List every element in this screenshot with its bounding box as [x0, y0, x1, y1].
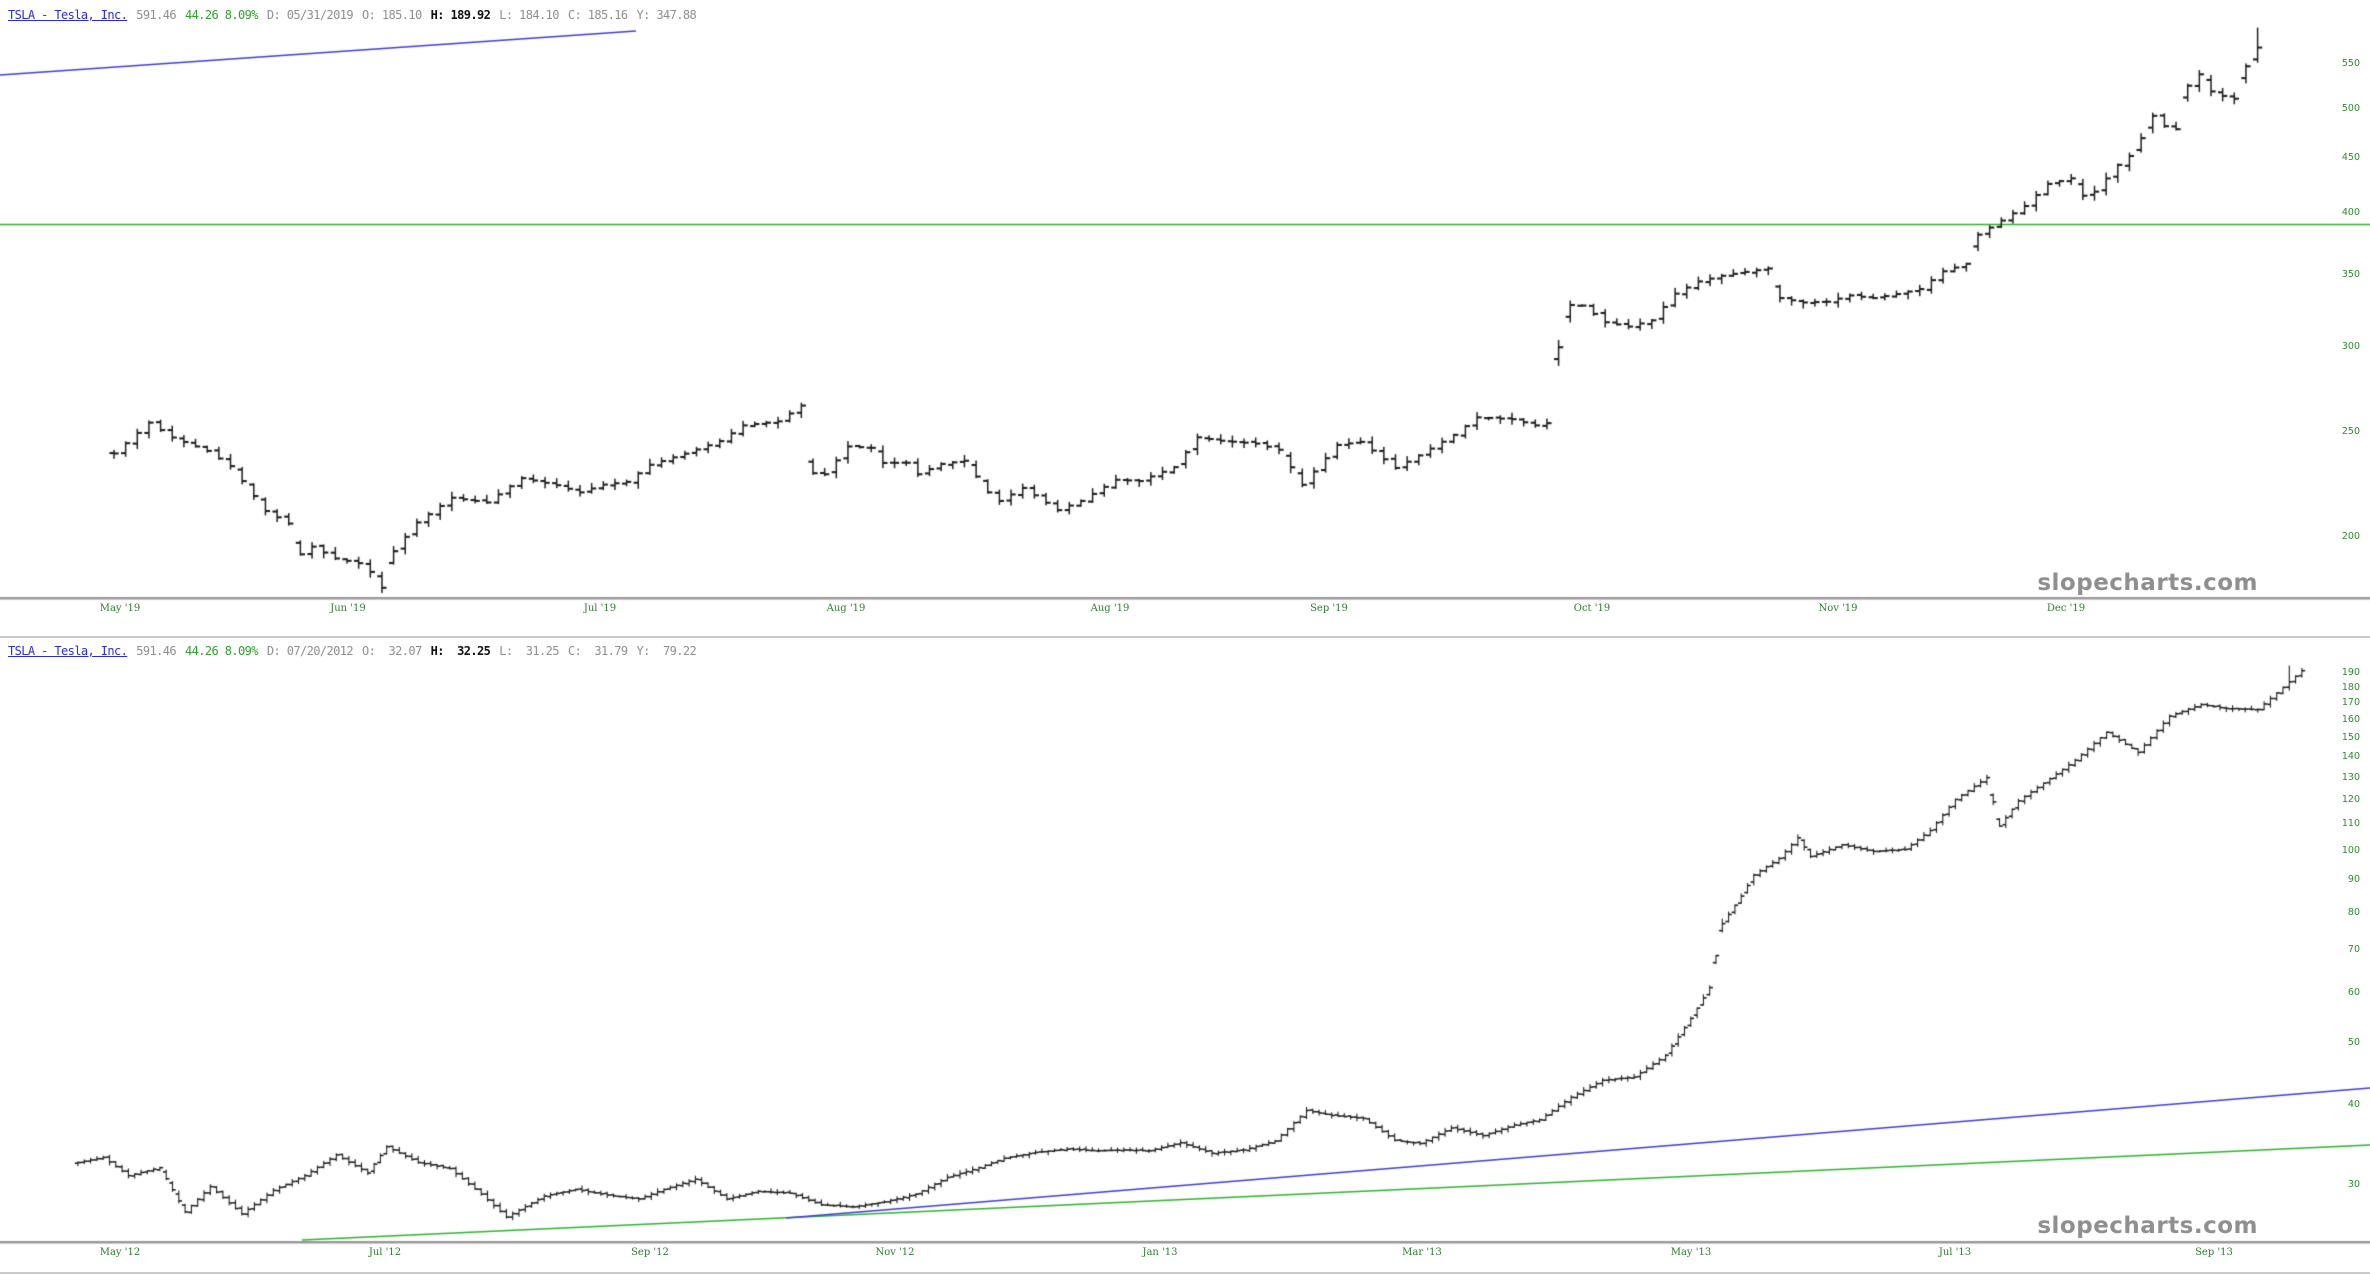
y-axis-tick-label: 200: [2341, 530, 2360, 542]
x-axis-month-label: Aug '19: [826, 603, 866, 614]
y-axis-tick-label: 80: [2347, 906, 2360, 918]
x-axis-month-label: Sep '13: [2195, 1247, 2233, 1258]
watermark-bottom: slopecharts.com: [2037, 1213, 2258, 1239]
header-segment-symbol[interactable]: TSLA - Tesla, Inc.: [8, 8, 128, 22]
y-axis-tick-label: 90: [2347, 874, 2360, 886]
x-axis-month-label: Sep '19: [1310, 603, 1348, 614]
y-axis-tick-label: 40: [2347, 1099, 2360, 1111]
x-axis-month-label: Jul '12: [368, 1247, 402, 1258]
y-axis-tick-label: 130: [2341, 771, 2360, 783]
x-axis-month-label: Jan '13: [1142, 1247, 1178, 1258]
x-axis-month-label: Jun '19: [330, 603, 366, 614]
x-axis-month-label: Jul '19: [583, 603, 617, 614]
y-axis-tick-label: 400: [2341, 207, 2360, 219]
header-segment-bold: H: 32.25: [430, 644, 491, 658]
y-axis-tick-label: 350: [2341, 269, 2360, 281]
header-segment-gray: 591.46: [136, 644, 176, 658]
header-segment-gray: Y: 347.88: [636, 8, 697, 22]
header-segment-gray: C: 185.16: [567, 8, 628, 22]
header-segment-green: 44.26 8.09%: [185, 8, 258, 22]
y-axis-tick-label: 100: [2341, 844, 2360, 856]
y-axis-tick-label: 250: [2341, 426, 2360, 438]
x-axis-month-label: May '12: [99, 1247, 141, 1258]
x-axis-month-label: Oct '19: [1573, 603, 1611, 614]
x-axis-month-label: Aug '19: [1090, 603, 1130, 614]
y-axis-tick-label: 300: [2341, 341, 2360, 353]
header-segment-gray: Y: 79.22: [636, 644, 697, 658]
bottom-border: [0, 1272, 2370, 1274]
header-segment-gray: C: 31.79: [567, 644, 628, 658]
y-axis-tick-label: 140: [2341, 751, 2360, 763]
y-axis-tick-label: 450: [2341, 152, 2360, 164]
y-axis-tick-label: 550: [2341, 58, 2360, 70]
header-segment-gray: D: 05/31/2019: [266, 8, 354, 22]
watermark-top: slopecharts.com: [2037, 570, 2258, 596]
header-segment-bold: H: 189.92: [430, 8, 491, 22]
x-axis-month-label: Mar '13: [1402, 1247, 1442, 1258]
x-axis-month-label: May '13: [1670, 1247, 1712, 1258]
header-segment-symbol[interactable]: TSLA - Tesla, Inc.: [8, 644, 128, 658]
x-axis-month-label: Nov '19: [1818, 603, 1858, 614]
header-segment-green: 44.26 8.09%: [185, 644, 258, 658]
y-axis-tick-label: 170: [2341, 697, 2360, 709]
y-axis-tick-label: 70: [2347, 943, 2360, 955]
y-axis-tick-label: 190: [2341, 666, 2360, 678]
quote-header-2019: TSLA - Tesla, Inc. 591.46 44.26 8.09% D: 05…: [8, 7, 705, 23]
quote-header-2012: TSLA - Tesla, Inc. 591.46 44.26 8.09% D: 07…: [8, 643, 705, 659]
y-axis-tick-label: 110: [2341, 818, 2360, 830]
header-segment-gray: O: 32.07: [362, 644, 422, 658]
x-axis-month-label: Nov '12: [875, 1247, 915, 1258]
header-segment-gray: L: 31.25: [499, 644, 559, 658]
y-axis-tick-label: 50: [2347, 1037, 2360, 1049]
y-axis-tick-label: 30: [2347, 1179, 2360, 1191]
x-axis-month-label: Jul '13: [1938, 1247, 1972, 1258]
header-segment-gray: O: 185.10: [362, 8, 422, 22]
y-axis-tick-label: 120: [2341, 794, 2360, 806]
header-segment-gray: 591.46: [136, 8, 176, 22]
y-axis-tick-label: 180: [2341, 681, 2360, 693]
x-axis-month-label: Sep '12: [631, 1247, 669, 1258]
x-axis-month-label: Dec '19: [2046, 603, 2086, 614]
y-axis-tick-label: 160: [2341, 714, 2360, 726]
y-axis-tick-label: 150: [2341, 732, 2360, 744]
header-segment-gray: D: 07/20/2012: [266, 644, 354, 658]
panel-separator: [0, 636, 2370, 638]
x-axis-month-label: May '19: [99, 603, 141, 614]
y-axis-tick-label: 60: [2347, 986, 2360, 998]
y-axis-tick-label: 500: [2341, 102, 2360, 114]
header-segment-gray: L: 184.10: [499, 8, 559, 22]
